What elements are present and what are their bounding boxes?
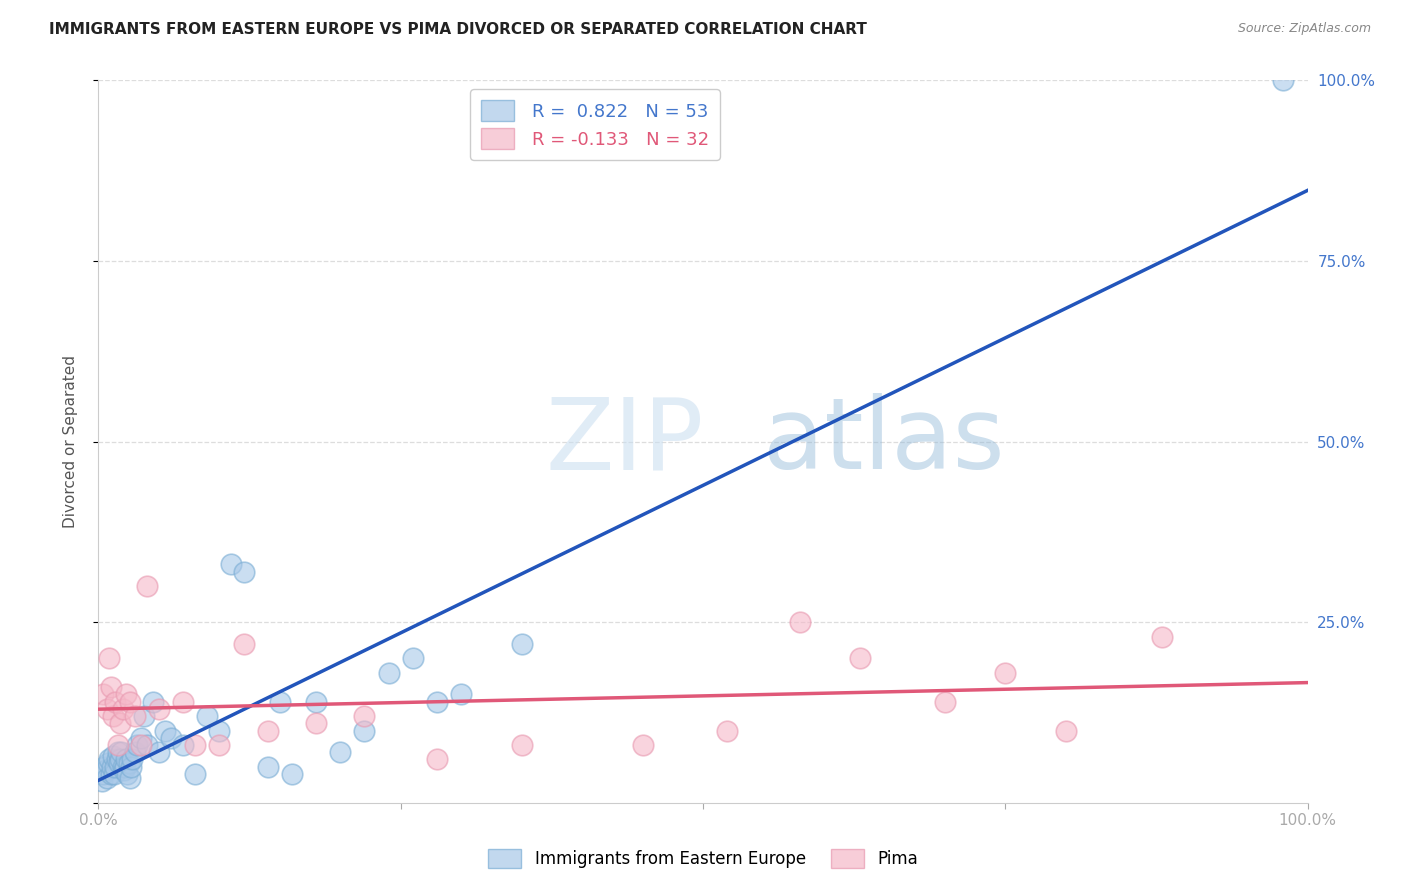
- Point: [1152, 630, 1174, 644]
- Point: [93, 760, 115, 774]
- Point: [221, 558, 243, 572]
- Point: [96, 702, 118, 716]
- Point: [510, 738, 533, 752]
- Point: [148, 745, 170, 759]
- Text: IMMIGRANTS FROM EASTERN EUROPE VS PIMA DIVORCED OR SEPARATED CORRELATION CHART: IMMIGRANTS FROM EASTERN EUROPE VS PIMA D…: [49, 22, 868, 37]
- Point: [232, 637, 254, 651]
- Point: [112, 764, 135, 778]
- Point: [1054, 723, 1077, 738]
- Point: [115, 687, 138, 701]
- Point: [96, 771, 118, 785]
- Point: [100, 680, 122, 694]
- Point: [208, 723, 231, 738]
- Point: [100, 760, 122, 774]
- Point: [994, 665, 1017, 680]
- Point: [118, 771, 141, 785]
- Point: [107, 738, 129, 752]
- Point: [98, 752, 121, 766]
- Point: [934, 695, 956, 709]
- Point: [111, 760, 134, 774]
- Point: [631, 738, 654, 752]
- Point: [97, 756, 120, 770]
- Point: [91, 774, 114, 789]
- Point: [98, 651, 121, 665]
- Point: [148, 702, 170, 716]
- Point: [105, 752, 128, 766]
- Point: [184, 767, 207, 781]
- Point: [353, 723, 375, 738]
- Point: [208, 738, 231, 752]
- Point: [94, 764, 117, 778]
- Point: [118, 695, 141, 709]
- Point: [426, 752, 449, 766]
- Point: [111, 702, 134, 716]
- Point: [115, 752, 138, 766]
- Point: [281, 767, 304, 781]
- Point: [232, 565, 254, 579]
- Point: [118, 756, 141, 770]
- Point: [117, 767, 139, 781]
- Point: [127, 738, 149, 752]
- Point: [129, 731, 152, 745]
- Legend: Immigrants from Eastern Europe, Pima: Immigrants from Eastern Europe, Pima: [481, 842, 925, 875]
- Point: [108, 756, 131, 770]
- Point: [1272, 73, 1295, 87]
- Point: [91, 687, 114, 701]
- Point: [129, 738, 152, 752]
- Text: ZIP: ZIP: [546, 393, 704, 490]
- Point: [716, 723, 738, 738]
- Point: [426, 695, 449, 709]
- Point: [510, 637, 533, 651]
- Point: [269, 695, 291, 709]
- Point: [329, 745, 352, 759]
- Point: [108, 716, 131, 731]
- Point: [100, 767, 122, 781]
- Point: [160, 731, 183, 745]
- Point: [134, 709, 156, 723]
- Point: [353, 709, 375, 723]
- Point: [256, 723, 278, 738]
- Point: [450, 687, 472, 701]
- Point: [849, 651, 872, 665]
- Point: [172, 738, 194, 752]
- Point: [107, 745, 129, 759]
- Point: [142, 695, 165, 709]
- Y-axis label: Divorced or Separated: Divorced or Separated: [63, 355, 77, 528]
- Point: [135, 738, 157, 752]
- Point: [195, 709, 218, 723]
- Point: [104, 695, 127, 709]
- Point: [110, 745, 132, 759]
- Point: [124, 745, 146, 759]
- Point: [789, 615, 811, 630]
- Point: [256, 760, 278, 774]
- Text: Source: ZipAtlas.com: Source: ZipAtlas.com: [1237, 22, 1371, 36]
- Point: [124, 709, 146, 723]
- Text: atlas: atlas: [763, 393, 1005, 490]
- Point: [153, 723, 176, 738]
- Point: [108, 752, 131, 766]
- Point: [305, 716, 328, 731]
- Point: [101, 709, 124, 723]
- Point: [103, 767, 125, 781]
- Point: [120, 760, 142, 774]
- Point: [402, 651, 425, 665]
- Point: [91, 767, 114, 781]
- Point: [172, 695, 194, 709]
- Point: [114, 760, 136, 774]
- Point: [377, 665, 399, 680]
- Point: [184, 738, 207, 752]
- Legend: R =  0.822   N = 53, R = -0.133   N = 32: R = 0.822 N = 53, R = -0.133 N = 32: [470, 89, 720, 160]
- Point: [305, 695, 328, 709]
- Point: [135, 579, 157, 593]
- Point: [101, 748, 124, 763]
- Point: [121, 752, 143, 766]
- Point: [104, 760, 127, 774]
